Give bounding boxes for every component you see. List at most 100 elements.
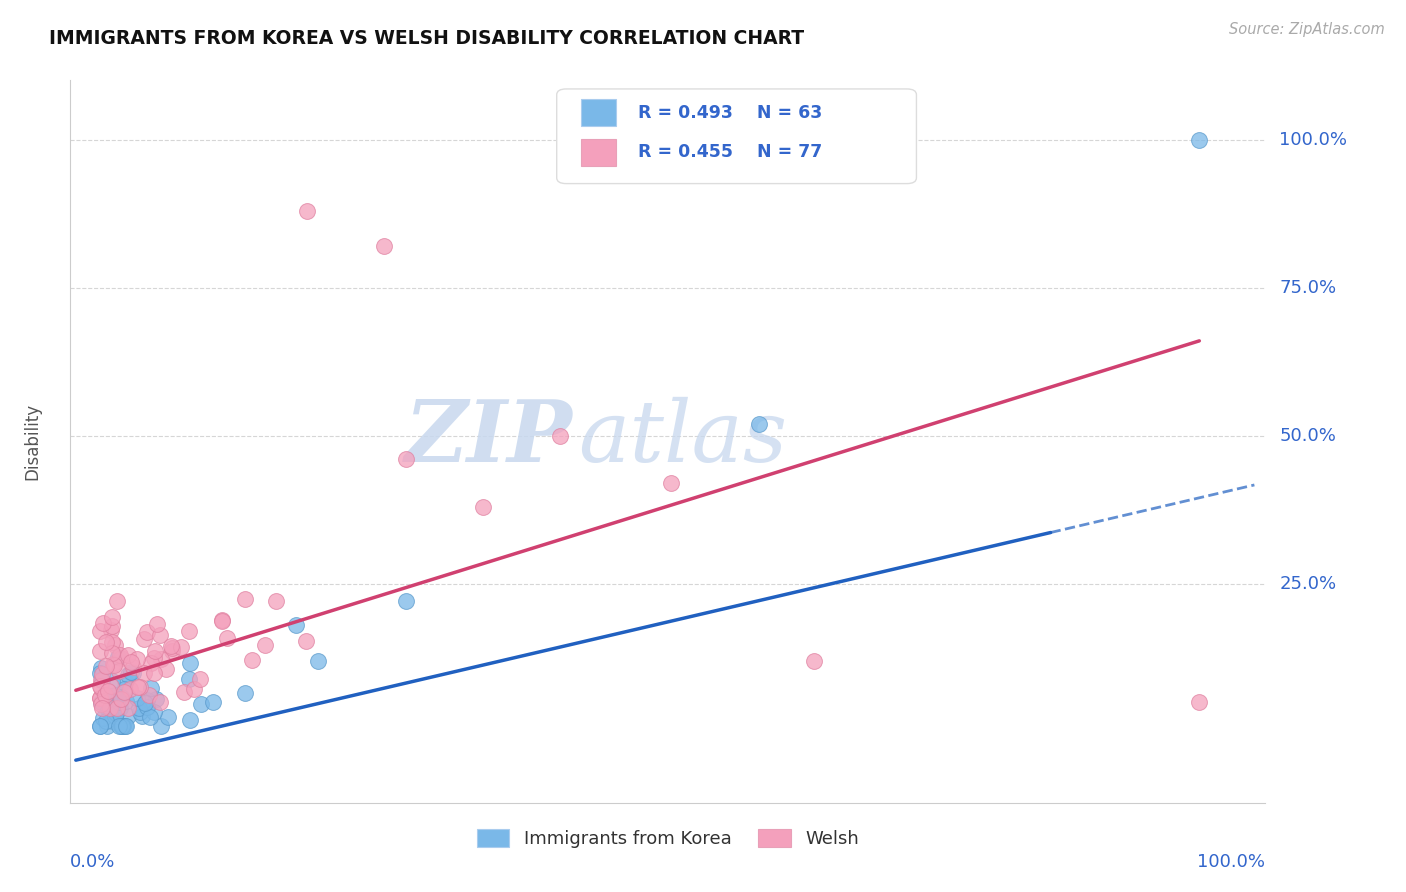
Legend: Immigrants from Korea, Welsh: Immigrants from Korea, Welsh [470, 822, 866, 855]
Text: 75.0%: 75.0% [1279, 278, 1337, 296]
Point [125, 691, 148, 706]
Point [111, 719, 134, 733]
Point [143, 651, 166, 665]
Point [89, 644, 111, 658]
Point [94, 659, 117, 673]
Point [108, 648, 131, 662]
Point [235, 591, 257, 606]
Point [148, 628, 170, 642]
Point [89, 624, 111, 638]
Point [115, 719, 138, 733]
Point [131, 708, 153, 723]
Point [90, 695, 112, 709]
Point [132, 666, 155, 681]
Point [160, 640, 183, 655]
Point [139, 710, 162, 724]
Point [107, 650, 129, 665]
Point [128, 700, 150, 714]
Point [179, 713, 201, 727]
Point [114, 674, 136, 689]
Text: IMMIGRANTS FROM KOREA VS WELSH DISABILITY CORRELATION CHART: IMMIGRANTS FROM KOREA VS WELSH DISABILIT… [49, 29, 804, 48]
FancyBboxPatch shape [581, 99, 616, 127]
Text: 0.0%: 0.0% [70, 854, 115, 871]
Point [128, 680, 150, 694]
Point [89, 666, 111, 681]
Point [91, 615, 114, 630]
Text: Source: ZipAtlas.com: Source: ZipAtlas.com [1229, 22, 1385, 37]
Point [143, 666, 166, 681]
Point [233, 686, 256, 700]
Point [179, 672, 201, 686]
Point [96, 690, 118, 704]
Point [108, 701, 131, 715]
Point [117, 701, 139, 715]
Point [120, 665, 142, 680]
Point [117, 668, 139, 682]
Point [115, 694, 138, 708]
Point [135, 700, 157, 714]
Point [107, 692, 129, 706]
Point [659, 475, 682, 490]
Point [89, 679, 111, 693]
Point [202, 695, 225, 709]
Point [127, 651, 149, 665]
Point [110, 719, 132, 733]
Point [90, 681, 112, 695]
Point [136, 625, 159, 640]
Point [285, 618, 308, 632]
Point [156, 709, 179, 723]
Point [100, 680, 122, 694]
Point [1188, 695, 1211, 709]
Point [139, 656, 162, 670]
Point [122, 660, 145, 674]
Point [111, 719, 134, 733]
Point [105, 701, 128, 715]
Point [179, 657, 201, 671]
Point [96, 719, 118, 733]
Point [150, 651, 173, 665]
Point [173, 685, 195, 699]
Point [117, 709, 139, 723]
Point [94, 714, 117, 728]
Point [122, 665, 145, 680]
Point [264, 594, 287, 608]
Point [104, 638, 127, 652]
Text: 100.0%: 100.0% [1279, 130, 1347, 148]
Point [155, 662, 177, 676]
Point [101, 610, 124, 624]
Point [190, 673, 212, 687]
Point [105, 594, 128, 608]
Point [162, 643, 184, 657]
Point [94, 688, 117, 702]
Point [170, 640, 193, 654]
Point [108, 664, 131, 678]
Point [101, 673, 124, 688]
Text: R = 0.493    N = 63: R = 0.493 N = 63 [638, 103, 823, 121]
Point [395, 452, 418, 467]
Point [117, 648, 139, 663]
Point [129, 705, 152, 719]
Point [110, 692, 132, 706]
Point [101, 657, 124, 671]
Point [108, 719, 131, 733]
Point [803, 654, 825, 668]
Point [98, 689, 121, 703]
Point [211, 613, 233, 627]
Text: atlas: atlas [578, 397, 787, 479]
Point [143, 705, 166, 719]
Point [120, 682, 142, 697]
Point [101, 618, 124, 632]
Text: 100.0%: 100.0% [1198, 854, 1265, 871]
Point [108, 695, 131, 709]
Point [89, 719, 111, 733]
Point [148, 695, 170, 709]
Point [100, 624, 122, 638]
Point [183, 681, 205, 696]
Point [114, 719, 136, 733]
Point [101, 634, 124, 648]
FancyBboxPatch shape [581, 139, 616, 166]
Point [1188, 132, 1211, 146]
Point [90, 697, 112, 711]
Point [97, 703, 120, 717]
Point [215, 632, 238, 646]
